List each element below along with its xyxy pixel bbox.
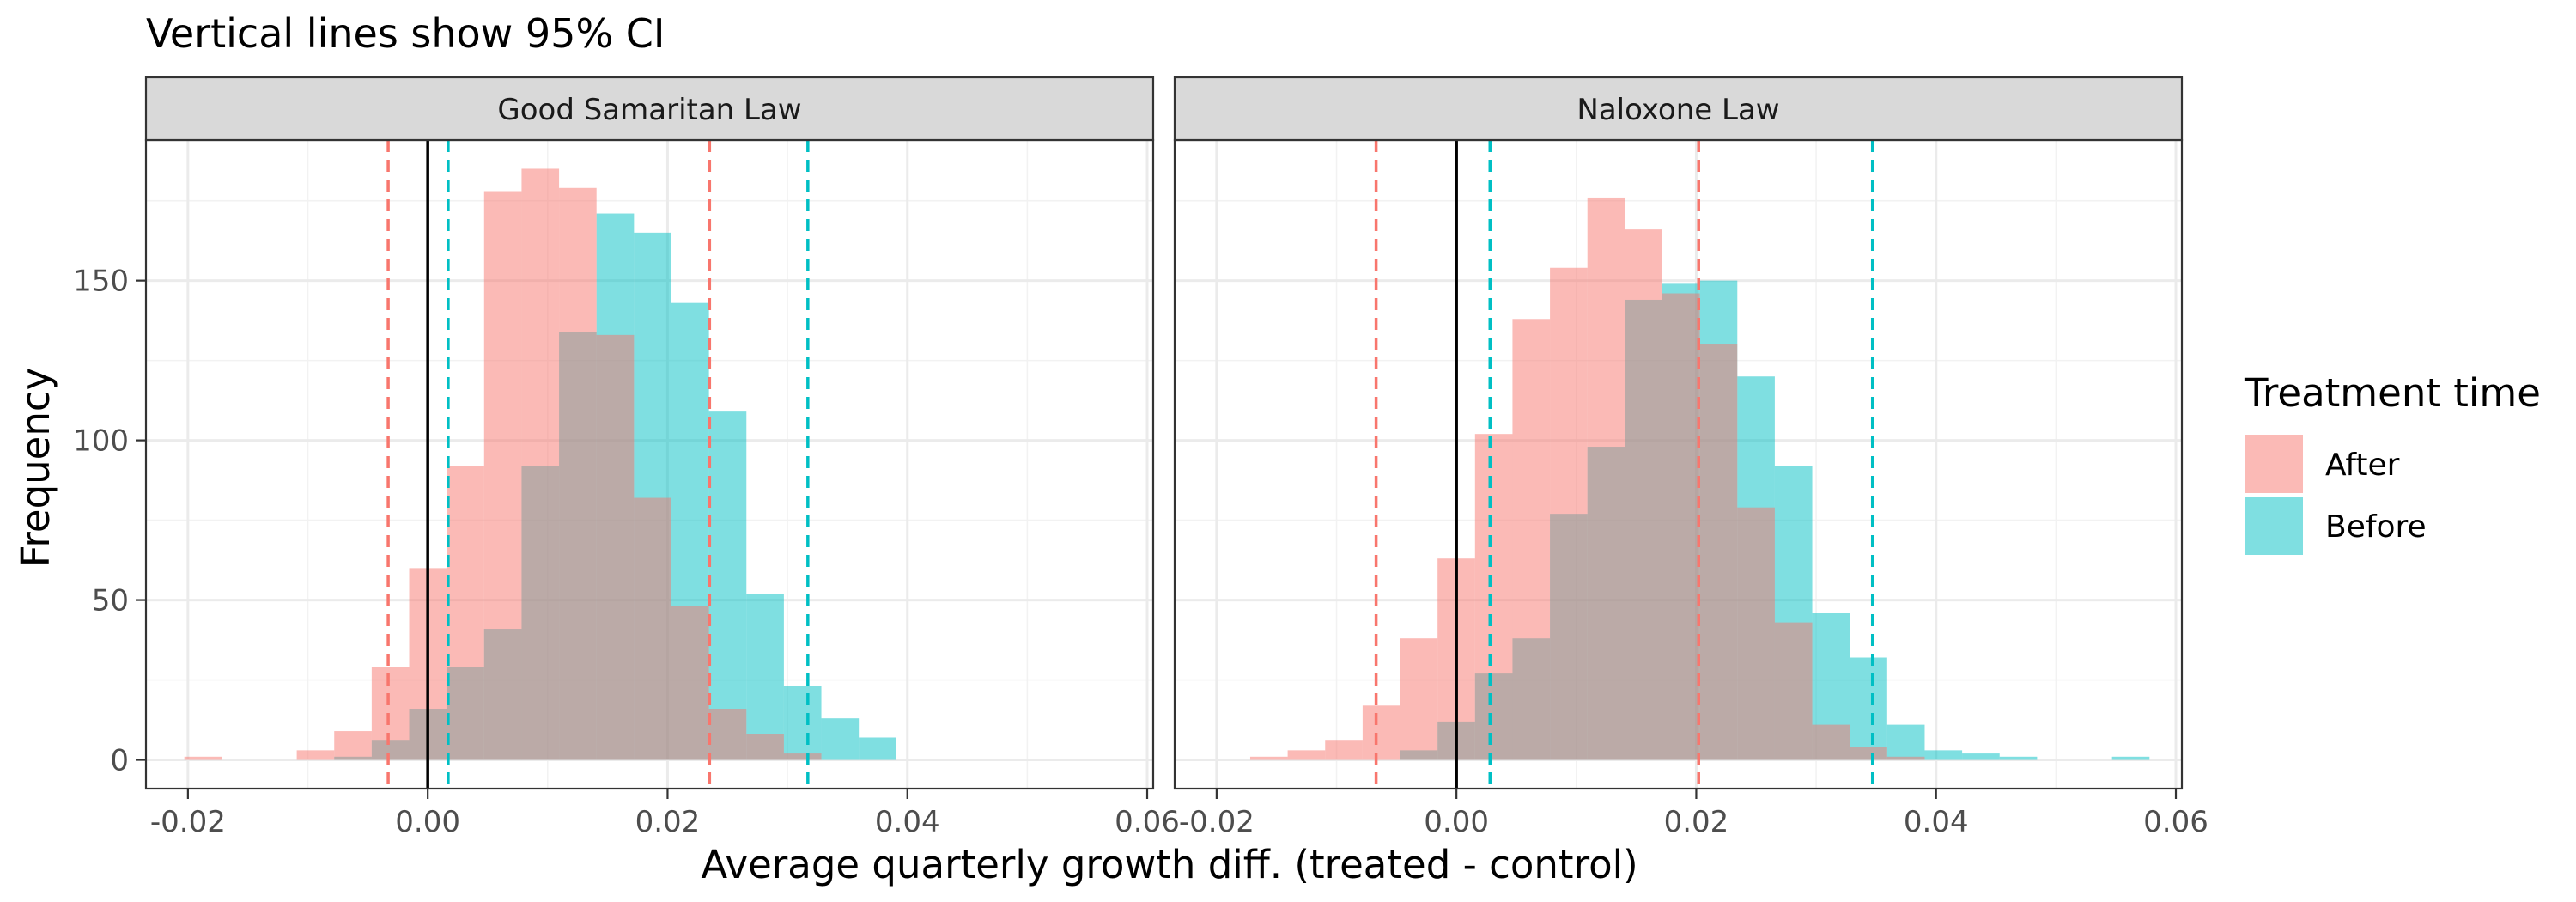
x-tick-label: 0.02 [635, 805, 701, 839]
histogram-bar [859, 737, 896, 760]
histogram-bar [1924, 750, 1963, 760]
strip-background [144, 76, 1155, 142]
histogram-bar [1850, 657, 1887, 760]
histogram-bar [1287, 750, 1326, 760]
histogram-bar [371, 667, 410, 760]
histogram-bar [634, 497, 671, 760]
panel-good-samaritan-law: Good Samaritan Law -0.02 0.00 0.02 0.04 0.06 [144, 76, 1180, 839]
histogram-bar [671, 606, 709, 760]
histogram-bar [1400, 638, 1438, 760]
x-tick-label: 0.00 [395, 805, 460, 839]
histogram-bar [1662, 293, 1700, 760]
series-after [1249, 197, 1925, 760]
histogram-bar [184, 756, 222, 760]
histogram-bar [821, 718, 860, 760]
histogram-bar [1699, 344, 1738, 760]
histogram-bar [1249, 756, 1288, 760]
x-tick-label: 0.06 [1115, 805, 1180, 839]
y-axis: 0 50 100 150 [73, 265, 146, 778]
x-tick-label: 0.02 [1664, 805, 1729, 839]
histogram-bar [483, 191, 522, 760]
histogram-bar [708, 709, 747, 760]
histogram-bar [521, 168, 560, 760]
legend-title: Treatment time [2244, 370, 2541, 416]
series-after [184, 168, 822, 760]
histogram-bar [334, 731, 372, 760]
histogram-bar [559, 187, 597, 760]
histogram-bar [783, 686, 822, 760]
x-tick-label: -0.02 [1179, 805, 1255, 839]
histogram-bar [1999, 756, 2038, 760]
x-axis-title: Average quarterly growth diff. (treated … [701, 842, 1637, 887]
histogram-bar [1512, 319, 1551, 760]
histogram-bar [1886, 724, 1925, 760]
legend-items: After Before [2245, 435, 2427, 555]
legend-label-after: After [2325, 448, 2400, 483]
legend-key-after [2245, 435, 2303, 493]
histogram-bar [746, 594, 784, 760]
legend: Treatment time After Before [2244, 370, 2541, 555]
x-tick-label: 0.06 [2143, 805, 2208, 839]
y-tick-label: 100 [73, 424, 129, 459]
histogram-bar [1325, 740, 1363, 760]
histogram-bar [1774, 622, 1813, 760]
x-tick-label: -0.02 [150, 805, 226, 839]
histogram-bar [708, 411, 747, 760]
y-tick-label: 150 [73, 265, 129, 299]
y-tick-label: 50 [92, 584, 129, 619]
histogram-bar [1886, 756, 1925, 760]
panel-naloxone-law: Naloxone Law -0.02 0.00 0.02 0.04 0.06 [1173, 76, 2208, 839]
y-tick-label: 0 [110, 744, 129, 778]
histogram-bar [1362, 705, 1400, 760]
x-tick-label: 0.04 [875, 805, 940, 839]
histogram-bar [596, 334, 635, 760]
x-tick-label: 0.00 [1424, 805, 1489, 839]
histogram-bar [447, 466, 484, 760]
legend-label-before: Before [2325, 509, 2427, 545]
histogram-bar [1550, 267, 1588, 760]
histogram-bar [1625, 229, 1662, 760]
y-axis-title: Frequency [13, 368, 58, 567]
x-tick-label: 0.04 [1904, 805, 1969, 839]
histogram-bar [2111, 756, 2150, 760]
histogram-bar [1587, 197, 1625, 760]
histogram-bar [1962, 753, 2000, 760]
histogram-bar [1850, 747, 1887, 760]
facet-panels: Good Samaritan Law-0.02 0.00 0.02 0.04 0.06N… [144, 76, 2208, 839]
strip-background [1173, 76, 2184, 142]
histogram-bar [783, 753, 822, 760]
histogram-bar [1474, 434, 1513, 760]
strip-label: Good Samaritan Law [497, 93, 801, 127]
histogram-bar [1737, 507, 1775, 760]
strip-label: Naloxone Law [1577, 93, 1779, 127]
legend-key-before [2245, 497, 2303, 555]
histogram-bar [746, 734, 784, 760]
chart-title: Vertical lines show 95% CI [146, 10, 665, 57]
histogram-bar [296, 750, 335, 760]
histogram-bar [1812, 724, 1850, 760]
